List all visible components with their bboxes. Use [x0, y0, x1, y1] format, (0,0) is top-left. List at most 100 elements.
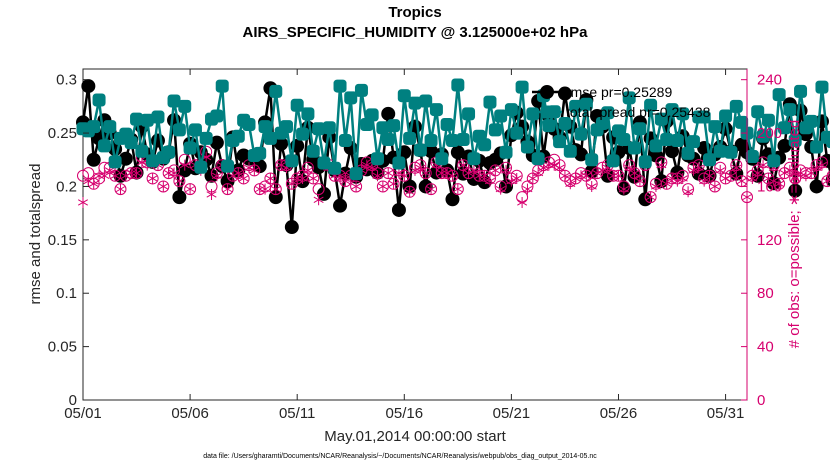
totalspread-point: [354, 83, 368, 97]
obs-evaluated-point: [158, 180, 169, 192]
obs-evaluated-point: [816, 159, 827, 171]
totalspread-point: [520, 140, 534, 154]
totalspread-point: [301, 107, 315, 121]
totalspread-point: [708, 120, 722, 134]
totalspread-point: [724, 145, 738, 159]
totalspread-point: [488, 123, 502, 137]
obs-evaluated-point: [650, 180, 661, 192]
totalspread-point: [376, 121, 390, 135]
obs-evaluated-point: [517, 196, 528, 208]
obs-evaluated-point: [511, 172, 522, 184]
totalspread-point: [381, 132, 395, 146]
totalspread-point: [697, 110, 711, 124]
totalspread-point: [365, 108, 379, 122]
totalspread-point: [429, 103, 443, 117]
obs-evaluated-point: [265, 172, 276, 184]
obs-evaluated-point: [790, 172, 801, 184]
y-tick-label: 0: [69, 392, 77, 409]
totalspread-point: [242, 118, 256, 132]
totalspread-point: [644, 98, 658, 112]
totalspread-point: [194, 160, 208, 174]
obs-evaluated-point: [426, 183, 437, 195]
totalspread-point: [172, 123, 186, 137]
obs-evaluated-point: [618, 183, 629, 195]
obs-evaluated-point: [399, 170, 410, 182]
obs-evaluated-point: [286, 178, 297, 190]
obs-evaluated-point: [452, 183, 463, 195]
totalspread-point: [761, 113, 775, 127]
obs-evaluated-point: [260, 183, 271, 195]
totalspread-point: [151, 110, 165, 124]
totalspread-point: [563, 144, 577, 158]
obs-evaluated-point: [533, 167, 544, 179]
rmse-point: [81, 79, 96, 94]
obs-evaluated-point: [77, 196, 89, 208]
totalspread-point: [510, 126, 524, 140]
y-axis-label-right: # of obs: o=possible; ∗=evaluated: [786, 120, 803, 349]
totalspread-point: [253, 146, 267, 160]
obs-evaluated-point: [372, 170, 383, 182]
rmse-point: [333, 198, 348, 213]
x-tick-label: 05/26: [600, 405, 638, 422]
rmse-point: [557, 86, 572, 101]
totalspread-point: [210, 109, 224, 123]
totalspread-point: [772, 88, 786, 102]
totalspread-point: [504, 103, 518, 117]
totalspread-point: [815, 80, 829, 94]
obs-evaluated-point: [302, 164, 313, 176]
totalspread-point: [617, 132, 631, 146]
obs-evaluated-point: [661, 178, 672, 190]
obs-evaluated-point: [501, 164, 512, 176]
totalspread-point: [638, 155, 652, 169]
obs-evaluated-point: [211, 170, 222, 182]
totalspread-point: [478, 138, 492, 152]
legend-rmse-marker: [540, 85, 554, 99]
obs-evaluated-point: [704, 170, 715, 182]
totalspread-point: [130, 112, 144, 126]
axes: 05/01 05/06 05/11 05/16 05/21 05/26 05/31 0 0.05…: [48, 69, 782, 422]
totalspread-point: [338, 134, 352, 148]
totalspread-point: [408, 96, 422, 110]
totalspread-point: [729, 99, 743, 113]
obs-evaluated-point: [763, 172, 774, 184]
obs-evaluated-point: [179, 159, 190, 171]
totalspread-series: [76, 78, 830, 181]
totalspread-point: [713, 144, 727, 158]
obs-evaluated-point: [586, 180, 597, 192]
totalspread-point: [435, 152, 449, 166]
totalspread-point: [285, 154, 299, 168]
obs-evaluated-point: [774, 178, 785, 190]
totalspread-point: [419, 94, 433, 108]
obs-evaluated-point: [174, 175, 185, 187]
obs-evaluated-point: [806, 167, 817, 179]
totalspread-point: [628, 141, 642, 155]
x-tick-label: 05/21: [493, 405, 531, 422]
obs-evaluated-point: [420, 167, 431, 179]
obs-count-series: [77, 145, 830, 208]
obs-evaluated-point: [736, 175, 747, 187]
totalspread-point: [392, 156, 406, 170]
obs-evaluated-point: [99, 170, 110, 182]
totalspread-point: [654, 112, 668, 126]
totalspread-point: [526, 107, 540, 121]
totalspread-point: [221, 159, 235, 173]
obs-evaluated-point: [479, 170, 490, 182]
totalspread-point: [751, 105, 765, 119]
totalspread-point: [317, 156, 331, 170]
totalspread-point: [676, 107, 690, 121]
totalspread-point: [162, 145, 176, 159]
obs-evaluated-point: [747, 172, 758, 184]
totalspread-point: [558, 116, 572, 130]
rmse-point: [391, 202, 406, 217]
obs-evaluated-point: [784, 164, 795, 176]
totalspread-point: [499, 145, 513, 159]
rmse-point: [445, 192, 460, 207]
y-axis-label: rmse and totalspread: [27, 164, 44, 305]
obs-evaluated-point: [645, 191, 656, 203]
totalspread-point: [686, 135, 700, 149]
obs-evaluated-point: [377, 180, 388, 192]
totalspread-point: [719, 109, 733, 123]
y-tick-label: 0.25: [48, 125, 77, 142]
obs-evaluated-point: [758, 159, 769, 171]
